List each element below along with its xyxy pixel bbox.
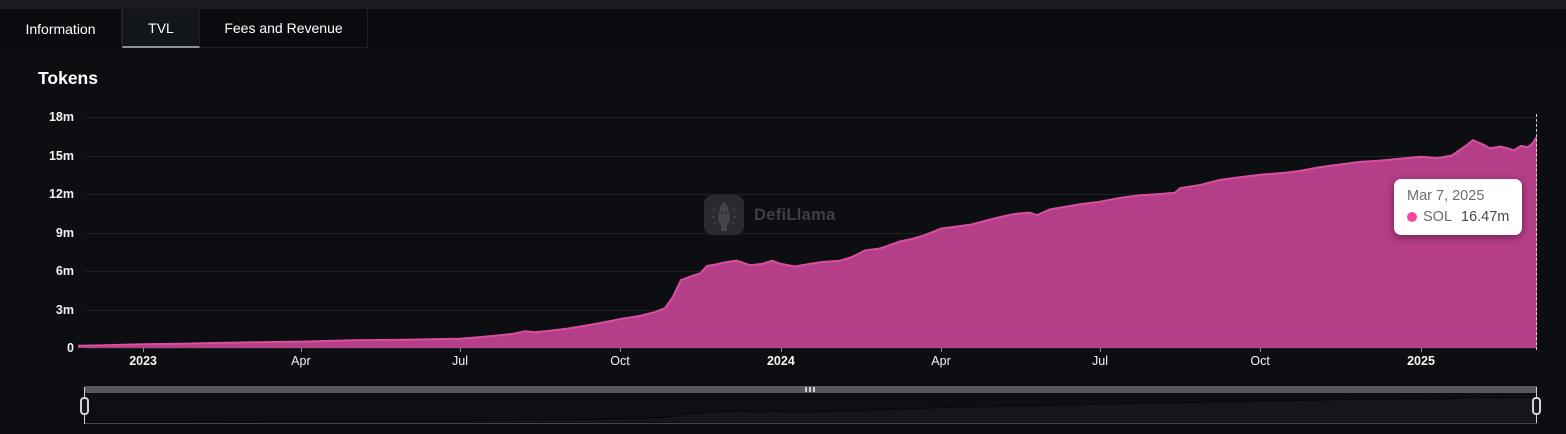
scrollbar-grip-icon[interactable] (803, 387, 817, 392)
x-axis-tick (941, 348, 942, 352)
tooltip: Mar 7, 2025 SOL 16.47m (1394, 179, 1523, 235)
x-axis-label: Oct (610, 354, 630, 368)
x-axis-label: Apr (931, 354, 951, 368)
y-gridline (85, 155, 1537, 157)
brush-mini-chart (85, 395, 1537, 422)
brush-handle-right[interactable] (1532, 397, 1541, 415)
right-handle-stem (1536, 387, 1537, 397)
x-axis-label: 2024 (766, 354, 795, 368)
x-axis-label: Oct (1250, 354, 1270, 368)
x-axis-tick (780, 348, 782, 352)
tab-tvl[interactable]: TVL (122, 9, 200, 48)
x-axis-label: 2025 (1407, 354, 1435, 368)
x-axis-tick (300, 348, 302, 352)
x-axis-tick (1100, 348, 1101, 352)
y-axis-label: 15m (48, 148, 74, 163)
y-axis-label: 6m (55, 264, 74, 278)
hover-crosshair-line (1536, 114, 1537, 350)
x-axis-label: Apr (291, 354, 311, 368)
range-brush-area[interactable] (85, 394, 1537, 422)
tab-bar: Information TVL Fees and Revenue (0, 9, 1566, 48)
y-axis-label: 18m (48, 110, 74, 124)
y-gridline (85, 117, 1537, 118)
watermark-label: DefiLlama (754, 205, 836, 224)
y-axis-label: 0 (67, 341, 74, 355)
left-handle-stem (84, 387, 85, 397)
x-axis-tick (460, 348, 461, 352)
right-handle-stem (1536, 415, 1537, 424)
tab-fees-and-revenue[interactable]: Fees and Revenue (200, 9, 368, 48)
tab-information[interactable]: Information (0, 9, 122, 48)
y-axis-label: 12m (48, 187, 74, 201)
tooltip-date: Mar 7, 2025 (1407, 188, 1485, 204)
page-title: Tokens (38, 68, 98, 88)
x-axis-tick (1260, 348, 1262, 352)
x-axis-tick (620, 348, 621, 352)
x-axis-tick (143, 348, 145, 352)
y-axis-label: 9m (55, 225, 74, 240)
watermark: DefiLlama (704, 195, 836, 235)
x-axis-tick (1421, 348, 1422, 352)
x-axis-label: Jul (452, 354, 468, 368)
x-axis-label: Jul (1092, 354, 1108, 368)
brush-bottom-border (85, 423, 1537, 424)
y-gridline (85, 348, 1537, 349)
y-gridline (85, 194, 1537, 195)
tvl-area-chart[interactable] (78, 117, 1537, 348)
y-gridline (85, 232, 1537, 234)
tooltip-series-dot (1407, 212, 1417, 222)
y-axis-label: 3m (55, 302, 74, 317)
defillama-logo-icon (704, 195, 744, 235)
range-scrollbar[interactable] (85, 386, 1537, 393)
tooltip-series-value: 16.47m (1461, 209, 1510, 225)
left-handle-stem (84, 415, 85, 424)
tooltip-series-name: SOL (1423, 209, 1453, 225)
x-axis-label: 2023 (129, 354, 157, 368)
top-strip (0, 0, 1566, 9)
brush-handle-left[interactable] (80, 397, 89, 415)
